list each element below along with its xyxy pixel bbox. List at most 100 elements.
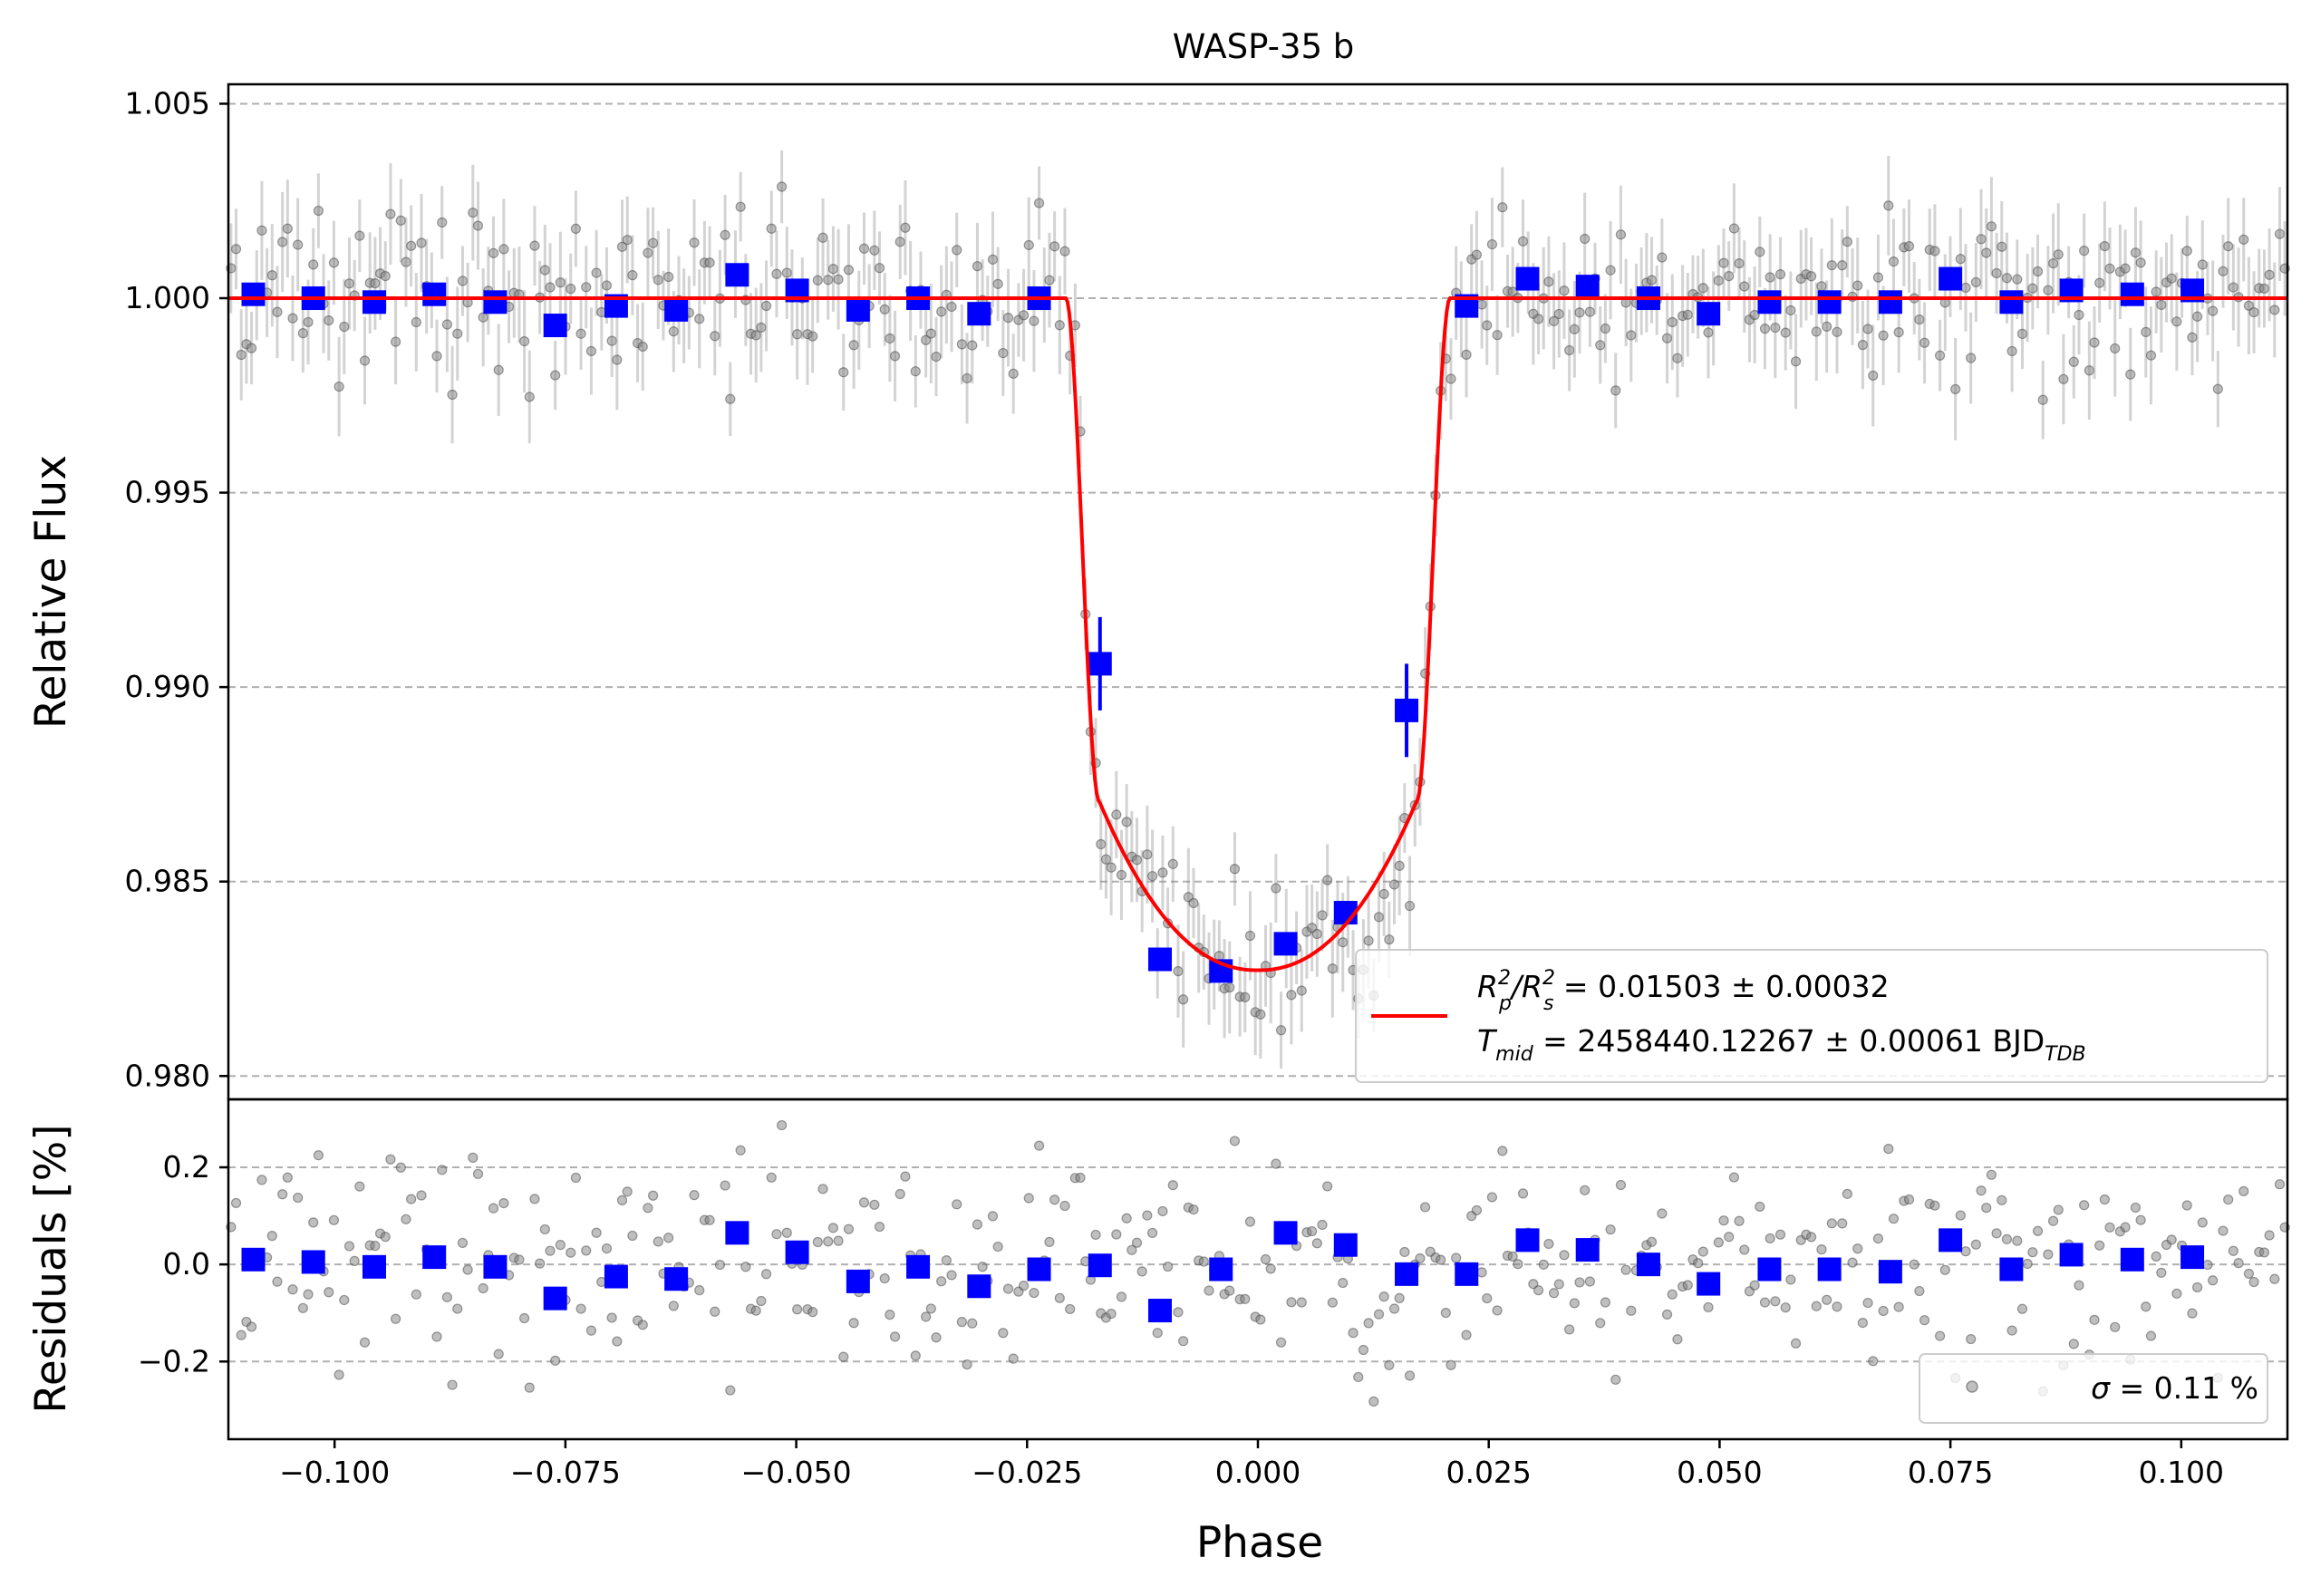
raw-residual-point (869, 1199, 880, 1210)
raw-residual-point (1857, 1317, 1868, 1329)
binned-residual-point (1455, 1262, 1479, 1286)
raw-residual-point (1960, 1246, 1971, 1257)
binned-residual-point (301, 1250, 325, 1274)
raw-residual-point (1842, 1188, 1852, 1199)
binned-residual-point (2120, 1247, 2144, 1272)
raw-flux-point (472, 220, 484, 231)
binned-flux-point (1395, 698, 1419, 722)
binned-flux-point (1939, 266, 1963, 291)
raw-residual-point (1790, 1338, 1802, 1349)
raw-flux-point (771, 268, 782, 279)
binned-flux-point (1515, 266, 1540, 291)
raw-flux-point (838, 367, 849, 378)
raw-residual-point (823, 1236, 834, 1247)
raw-residual-point (2001, 1233, 2013, 1244)
raw-flux-point (622, 235, 633, 246)
raw-residual-point (2110, 1321, 2121, 1332)
raw-residual-point (2197, 1217, 2208, 1228)
raw-flux-point (539, 265, 550, 276)
raw-residual-point (1451, 1253, 1462, 1263)
raw-flux-point (1338, 937, 1349, 948)
raw-flux-point (498, 244, 509, 255)
raw-flux-point (1224, 982, 1235, 993)
raw-flux-point (1363, 935, 1374, 946)
raw-flux-point (1718, 257, 1729, 268)
raw-residual-point (1955, 1210, 1966, 1221)
raw-flux-point (2171, 316, 2182, 327)
raw-residual-point (1436, 1254, 1446, 1265)
raw-flux-point (457, 276, 469, 286)
raw-flux-point (2192, 311, 2203, 322)
raw-residual-point (1615, 1179, 1627, 1191)
raw-residual-point (612, 1336, 623, 1347)
binned-flux-point (846, 297, 870, 322)
raw-flux-point (1574, 307, 1585, 318)
raw-residual-point (1029, 1287, 1039, 1299)
raw-residual-point (956, 1317, 968, 1328)
raw-flux-point (1394, 860, 1405, 871)
binned-residual-point (1515, 1228, 1540, 1253)
raw-flux-point (1739, 281, 1750, 292)
raw-residual-point (1446, 1359, 1456, 1370)
raw-residual-point (885, 1310, 895, 1320)
flux-legend: R2 p/R2 s = 0.01503 ± 0.00032 Tmid = 24584… (1355, 949, 2268, 1083)
raw-residual-point (2145, 1330, 2157, 1341)
binned-residual-point (1999, 1257, 2024, 1282)
raw-residual-points (226, 1119, 2290, 1407)
raw-residual-point (1317, 1219, 1328, 1231)
raw-flux-point (1286, 990, 1297, 1001)
raw-flux-point (488, 247, 499, 258)
residuals-panel-frame (227, 1098, 2289, 1441)
raw-residual-point (838, 1351, 849, 1362)
raw-residual-point (416, 1190, 427, 1201)
raw-flux-point (694, 314, 705, 324)
raw-flux-point (1404, 900, 1416, 912)
flux-y-tick-label: 0.990 (125, 669, 210, 704)
raw-flux-point (817, 232, 828, 243)
raw-residual-point (2187, 1308, 2198, 1319)
raw-flux-point (524, 392, 535, 402)
raw-flux-point (1919, 337, 1930, 348)
raw-residual-point (622, 1186, 633, 1197)
raw-residual-point (1044, 1236, 1055, 1247)
raw-flux-point (437, 217, 448, 228)
raw-residual-point (2135, 1214, 2146, 1225)
raw-flux-point (2074, 309, 2084, 321)
raw-residual-point (2274, 1179, 2286, 1190)
binned-residual-point (1148, 1299, 1173, 1323)
raw-flux-point (308, 259, 319, 270)
raw-flux-point (2125, 369, 2136, 380)
raw-flux-point (1173, 966, 1184, 977)
raw-residual-point (606, 1312, 617, 1323)
raw-flux-point (1991, 267, 2002, 279)
raw-residual-point (1265, 1263, 1276, 1274)
raw-residual-point (1244, 1216, 1256, 1227)
raw-residual-point (2243, 1268, 2254, 1280)
raw-flux-point (2218, 266, 2229, 276)
raw-residual-point (2223, 1194, 2234, 1205)
raw-flux-point (324, 314, 334, 326)
binned-residual-point (543, 1286, 567, 1311)
raw-residual-point (472, 1168, 484, 1179)
raw-residual-point (1548, 1288, 1560, 1299)
raw-flux-point (1626, 330, 1637, 341)
raw-flux-point (468, 208, 479, 218)
raw-residual-point (468, 1152, 479, 1163)
raw-flux-point (843, 265, 855, 276)
raw-flux-point (1497, 202, 1508, 213)
raw-residual-point (1338, 1277, 1349, 1289)
raw-flux-point (2243, 300, 2254, 311)
raw-flux-point (704, 257, 715, 268)
raw-residual-point (1888, 1214, 1900, 1224)
binned-flux-point (362, 290, 386, 314)
raw-residual-point (756, 1295, 767, 1307)
raw-flux-point (297, 328, 308, 339)
raw-residual-point (2104, 1222, 2115, 1233)
raw-residual-point (535, 1258, 546, 1269)
raw-flux-point (1960, 282, 1971, 294)
raw-residual-point (1173, 1307, 1184, 1318)
raw-flux-point (1935, 350, 1946, 361)
raw-residual-point (740, 1262, 751, 1272)
raw-residual-point (550, 1355, 561, 1366)
binned-residual-point (664, 1267, 689, 1291)
